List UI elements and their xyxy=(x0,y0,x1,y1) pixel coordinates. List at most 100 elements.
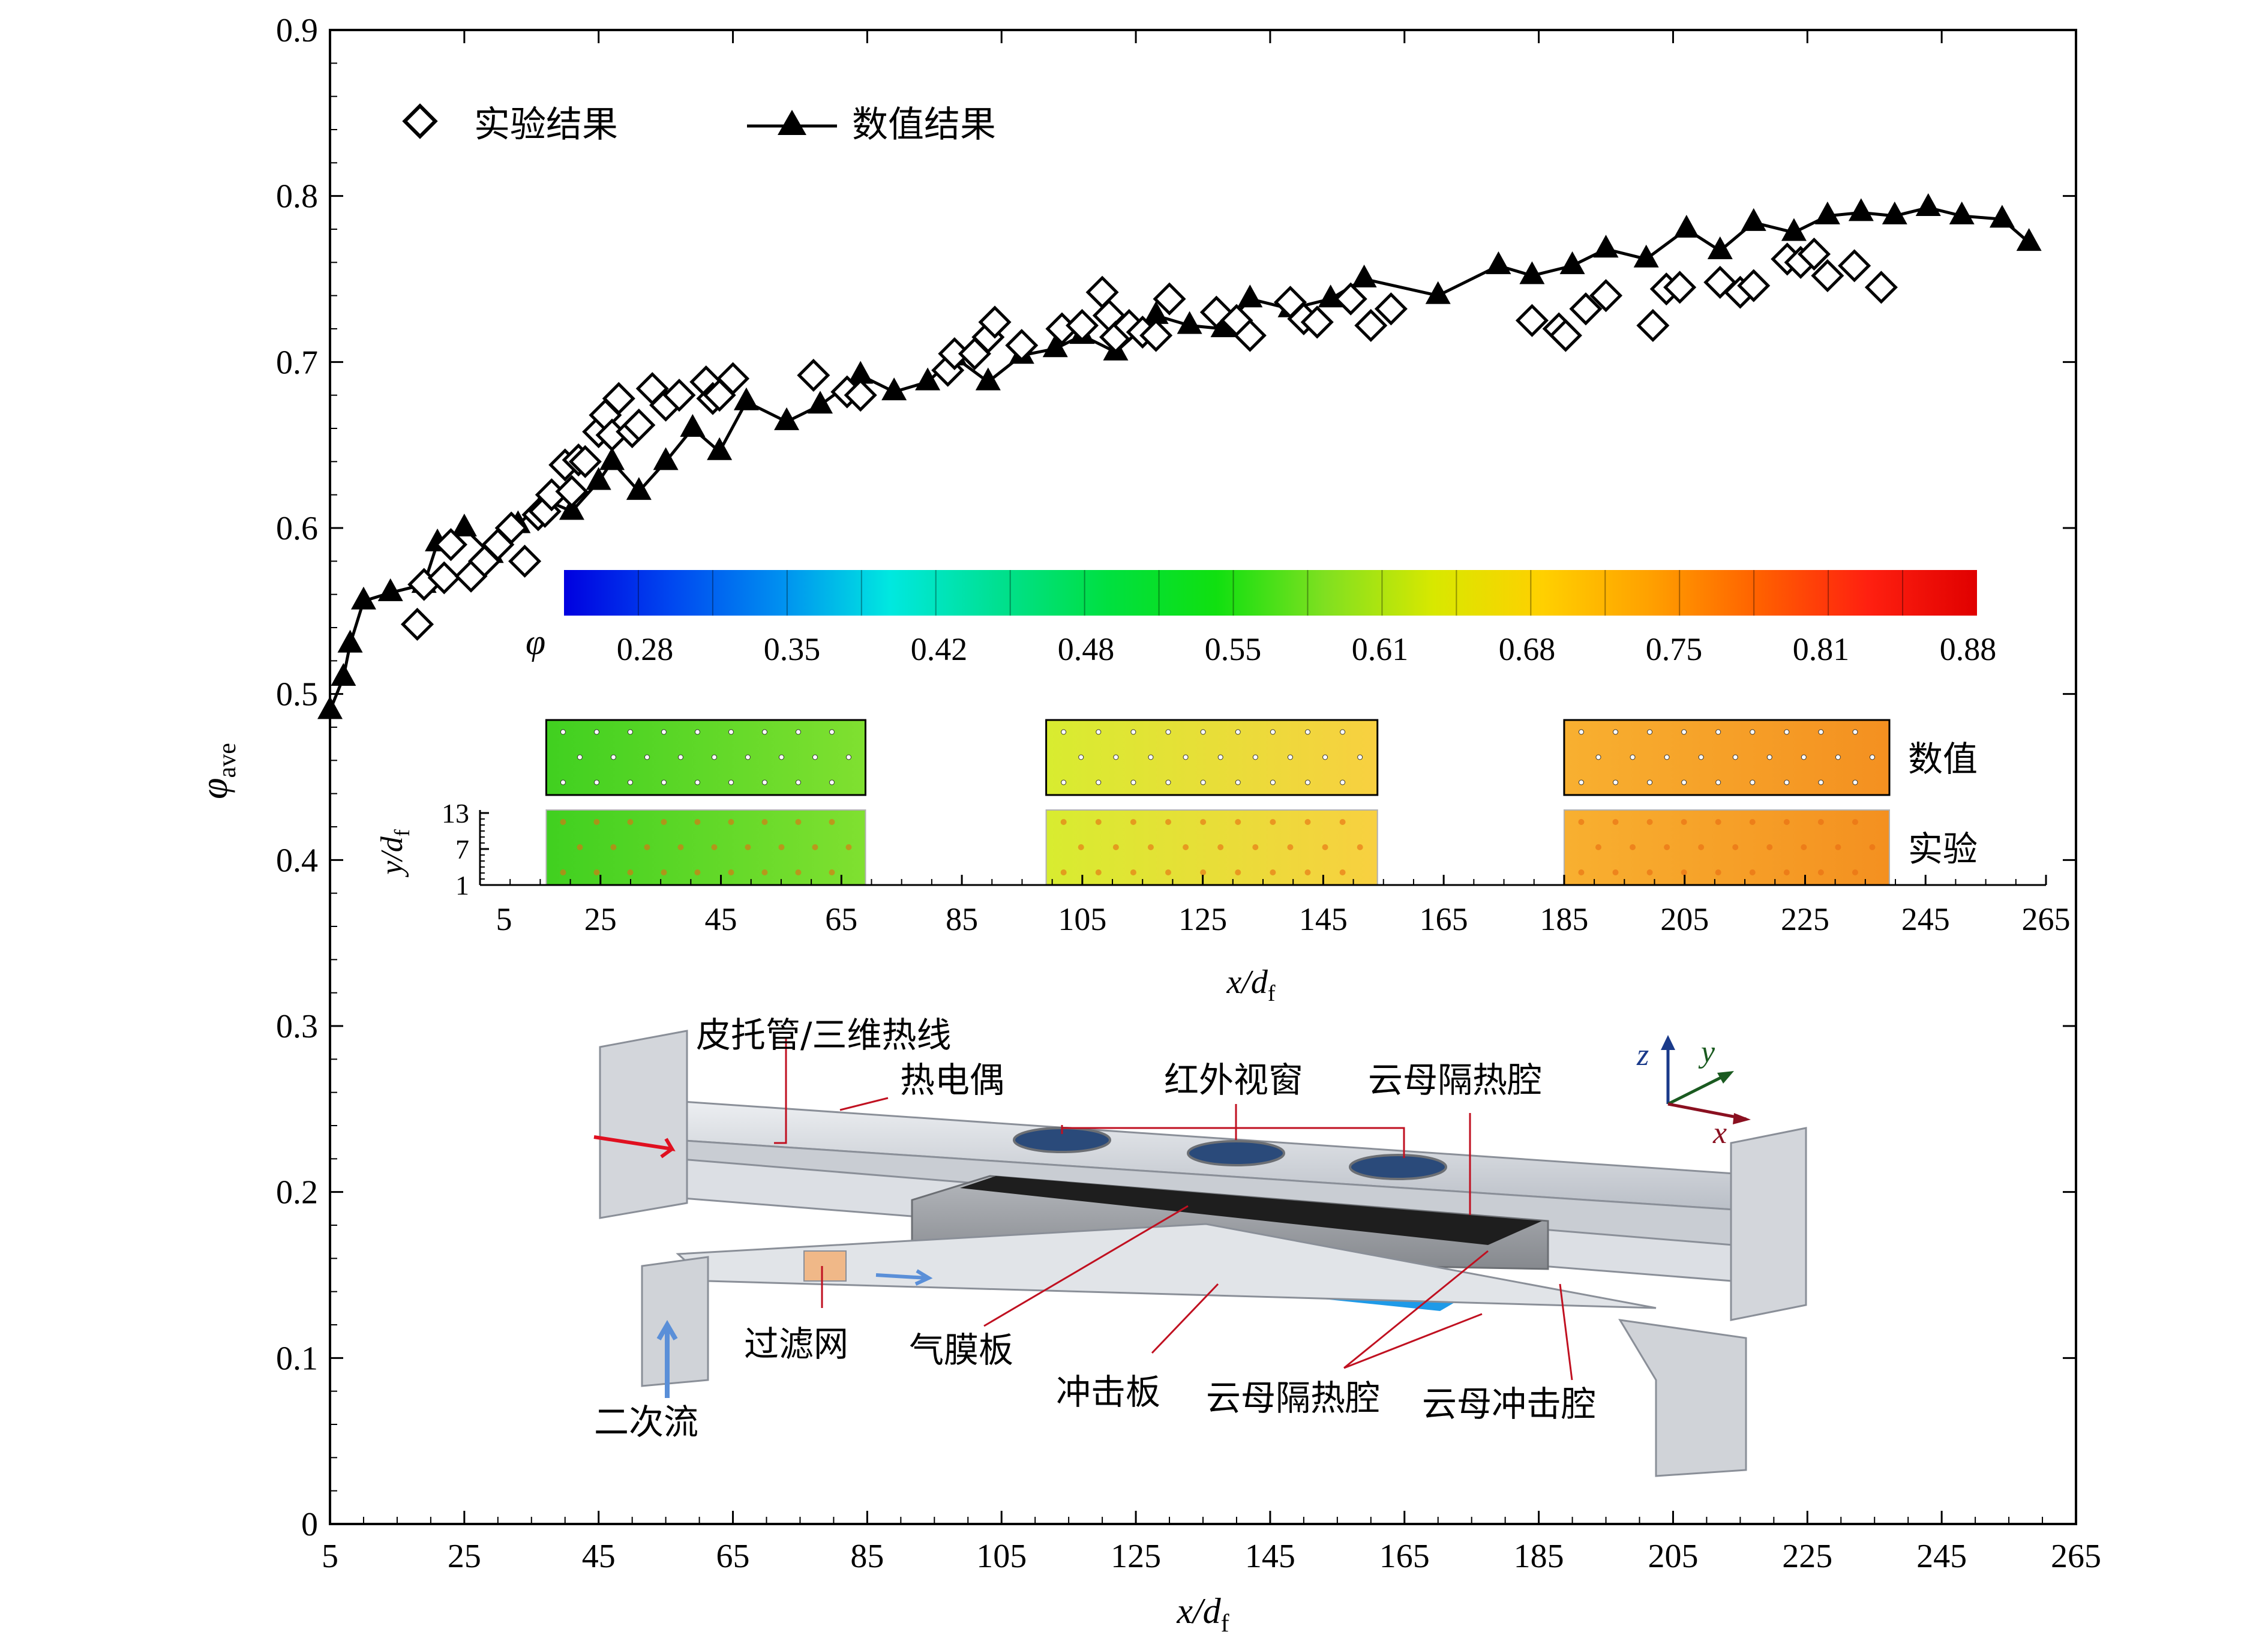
legend-numerical-label: 数值结果 xyxy=(852,104,996,146)
film-hole-experiment xyxy=(1869,844,1876,850)
left-flange xyxy=(599,1030,688,1219)
numerical-point xyxy=(1949,201,1975,224)
row-label-numerical: 数值 xyxy=(1908,739,1978,779)
numerical-point xyxy=(1425,281,1451,304)
film-hole-numerical xyxy=(593,729,599,735)
inset-x-tick-label: 105 xyxy=(1058,901,1106,937)
main-y-axis-label: φave xyxy=(193,743,241,799)
inset-x-axis-label: x/df xyxy=(1226,964,1275,1006)
film-hole-experiment xyxy=(1252,844,1259,850)
film-hole-experiment xyxy=(1715,869,1721,875)
secondary-outlet-leg xyxy=(1618,1319,1747,1477)
numerical-point xyxy=(1633,244,1659,268)
inset-x-tick-label: 225 xyxy=(1781,901,1829,937)
numerical-point xyxy=(1237,284,1263,308)
film-hole-numerical xyxy=(1664,754,1670,760)
film-hole-experiment xyxy=(829,819,835,825)
film-hole-numerical xyxy=(1200,729,1206,735)
numerical-point xyxy=(1882,201,1907,224)
experiment-point xyxy=(494,511,528,545)
film-hole-experiment xyxy=(593,819,600,825)
main-y-tick-label: 0 xyxy=(301,1506,318,1543)
film-hole-experiment xyxy=(795,869,802,875)
film-hole-experiment xyxy=(1749,819,1756,825)
film-hole-numerical xyxy=(829,779,835,785)
film-hole-experiment xyxy=(694,869,701,875)
label-secondary-flow: 二次流 xyxy=(594,1402,698,1442)
film-hole-numerical xyxy=(1578,729,1584,735)
inset-x-tick-label: 65 xyxy=(825,901,857,937)
film-hole-experiment xyxy=(1165,869,1172,875)
experiment-point xyxy=(1354,308,1388,343)
experiment-point xyxy=(602,382,635,415)
numerical-point xyxy=(317,696,343,719)
colorbar-dividers xyxy=(637,570,1904,616)
contour-panel-numerical xyxy=(545,719,866,796)
experiment-point xyxy=(1549,319,1582,352)
film-hole-experiment xyxy=(1766,844,1773,850)
film-hole-experiment xyxy=(1852,869,1858,875)
main-x-tick-label: 105 xyxy=(976,1538,1027,1575)
main-x-tick-label: 65 xyxy=(716,1538,750,1575)
experiment-point xyxy=(427,561,461,595)
main-y-tick-label: 0.1 xyxy=(276,1340,318,1377)
film-hole-numerical xyxy=(1287,754,1293,760)
legend-numerical-marker xyxy=(778,110,806,135)
film-hole-numerical xyxy=(1750,779,1756,785)
film-hole-experiment xyxy=(1595,844,1601,850)
film-hole-numerical xyxy=(1148,754,1154,760)
mainstream-arrow xyxy=(593,1135,676,1159)
numerical-point xyxy=(1351,265,1377,287)
film-hole-experiment xyxy=(694,819,701,825)
numerical-point xyxy=(1915,193,1941,217)
experiment-point xyxy=(1569,292,1603,326)
film-hole-experiment xyxy=(1322,844,1328,850)
film-hole-numerical xyxy=(1852,729,1858,735)
film-hole-experiment xyxy=(644,844,650,850)
film-hole-numerical xyxy=(728,729,734,735)
main-y-tick-label: 0.5 xyxy=(276,676,318,713)
experiment-point xyxy=(844,379,877,412)
film-hole-numerical xyxy=(1647,729,1653,735)
film-hole-numerical xyxy=(1681,779,1687,785)
numerical-point xyxy=(559,497,584,520)
row-label-experiment: 实验 xyxy=(1908,829,1978,869)
numerical-point xyxy=(1707,236,1733,259)
film-hole-experiment xyxy=(1783,819,1790,825)
film-hole-numerical xyxy=(1613,729,1619,735)
inset-x-axis-ticks: 5 25 45 65 85 105 125 145 165 185 205 225 245 265 xyxy=(479,875,2071,937)
numerical-point xyxy=(881,377,907,401)
numerical-point xyxy=(1177,311,1202,334)
main-y-tick-label: 0.4 xyxy=(276,842,318,879)
numerical-point xyxy=(1593,235,1619,258)
experiment-point xyxy=(1864,271,1898,304)
film-hole-experiment xyxy=(1287,844,1294,850)
film-hole-numerical xyxy=(812,754,818,760)
film-hole-experiment xyxy=(1578,819,1585,825)
colorbar-tick-label: 0.61 xyxy=(1352,631,1409,667)
main-x-tick-label: 85 xyxy=(850,1538,884,1575)
film-hole-numerical xyxy=(1252,754,1258,760)
film-hole-numerical xyxy=(593,779,599,785)
film-hole-numerical xyxy=(1595,754,1601,760)
film-hole-numerical xyxy=(761,729,767,735)
film-hole-numerical xyxy=(1340,779,1346,785)
film-hole-numerical xyxy=(845,754,851,760)
film-hole-numerical xyxy=(795,779,801,785)
film-hole-experiment xyxy=(610,844,617,850)
inset-x-tick-label: 205 xyxy=(1660,901,1709,937)
film-hole-numerical xyxy=(829,729,835,735)
experiment-point xyxy=(716,362,750,395)
numerical-point xyxy=(653,447,679,470)
test-rig-diagram: z y x 皮托管/三维热线 热电偶 红外视窗 云母隔热腔 过滤网 二次流 气膜… xyxy=(593,1015,1807,1477)
colorbar-tick-label: 0.88 xyxy=(1940,631,1997,667)
film-hole-numerical xyxy=(1784,729,1790,735)
film-hole-experiment xyxy=(1200,869,1207,875)
experiment-point xyxy=(1636,308,1670,343)
film-hole-numerical xyxy=(1200,779,1206,785)
experiment-point xyxy=(434,528,467,562)
film-hole-numerical xyxy=(745,754,751,760)
numerical-point xyxy=(680,414,706,437)
film-hole-numerical xyxy=(1835,754,1841,760)
numerical-point xyxy=(808,391,833,414)
